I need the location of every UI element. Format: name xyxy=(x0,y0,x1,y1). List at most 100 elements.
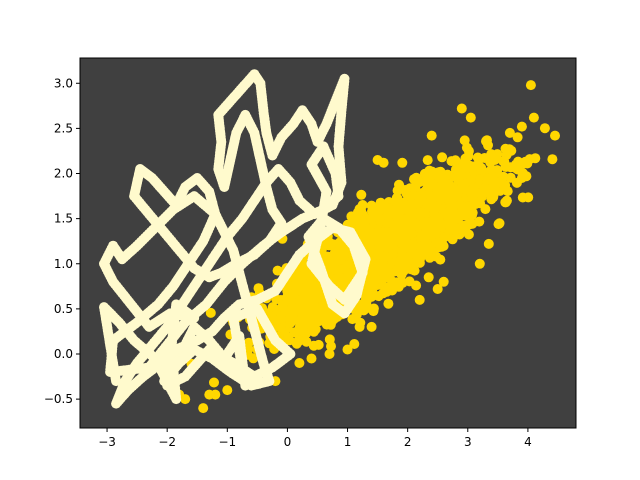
gold-point xyxy=(342,344,353,355)
gold-point xyxy=(547,154,558,165)
gold-point xyxy=(396,220,407,231)
gold-point xyxy=(456,103,467,114)
gold-point xyxy=(414,294,425,305)
gold-point xyxy=(401,188,412,199)
gold-point xyxy=(392,211,403,222)
gold-point xyxy=(438,276,449,287)
gold-point xyxy=(480,183,491,194)
y-axis: −0.5 0.0 0.5 1.0 1.5 2.0 2.5 3.0 xyxy=(44,76,80,406)
x-tick-label: 0 xyxy=(284,435,292,449)
gold-point xyxy=(287,308,298,319)
gold-point xyxy=(505,172,516,183)
gold-point xyxy=(406,244,417,255)
gold-point xyxy=(458,182,469,192)
y-tick-label: 1.0 xyxy=(54,257,73,271)
gold-point xyxy=(387,285,398,296)
gold-point xyxy=(416,188,427,199)
x-tick-label: 1 xyxy=(344,435,352,449)
gold-point xyxy=(474,258,485,269)
gold-point xyxy=(327,316,338,327)
gold-point xyxy=(222,385,233,396)
gold-point xyxy=(502,186,513,197)
gold-point xyxy=(198,403,209,414)
gold-point xyxy=(528,112,539,123)
gold-point xyxy=(364,276,375,287)
gold-point xyxy=(510,159,521,170)
gold-point xyxy=(356,206,367,216)
gold-point xyxy=(426,130,437,141)
gold-point xyxy=(516,121,527,132)
gold-point xyxy=(294,358,305,368)
gold-point xyxy=(289,327,300,338)
gold-point xyxy=(412,219,423,230)
gold-point xyxy=(398,198,409,209)
gold-point xyxy=(442,169,453,180)
gold-point xyxy=(297,312,308,322)
gold-point xyxy=(431,251,442,262)
gold-point xyxy=(487,173,498,184)
gold-point xyxy=(328,259,339,270)
x-tick-label: 3 xyxy=(464,435,472,449)
gold-point xyxy=(375,216,386,227)
y-tick-label: 0.0 xyxy=(54,347,73,361)
gold-point xyxy=(452,165,463,176)
lemon-scatter-series xyxy=(99,69,371,409)
gold-point xyxy=(284,335,295,346)
gold-point xyxy=(504,144,515,155)
gold-point xyxy=(324,334,335,345)
y-tick-label: 1.5 xyxy=(54,212,73,226)
gold-point xyxy=(309,283,320,294)
gold-point xyxy=(425,195,436,205)
gold-point xyxy=(391,192,402,203)
gold-point xyxy=(301,336,312,347)
gold-point xyxy=(367,286,378,297)
gold-point xyxy=(243,337,254,348)
gold-point xyxy=(445,203,456,214)
gold-point xyxy=(286,296,297,307)
y-tick-label: 0.5 xyxy=(54,302,73,316)
gold-point xyxy=(522,158,533,169)
x-tick-label: 4 xyxy=(524,435,532,449)
gold-point xyxy=(550,130,560,141)
gold-point xyxy=(463,151,474,162)
gold-point xyxy=(322,251,333,262)
gold-point xyxy=(432,170,443,181)
gold-point xyxy=(377,203,387,214)
gold-point xyxy=(336,264,347,274)
x-tick-label: 2 xyxy=(404,435,412,449)
gold-point xyxy=(392,228,403,239)
gold-point xyxy=(388,249,398,259)
gold-point xyxy=(282,286,293,297)
gold-point xyxy=(445,224,456,235)
y-tick-label: 3.0 xyxy=(54,76,73,90)
gold-point xyxy=(308,326,319,337)
plot-frame xyxy=(79,57,577,429)
gold-point xyxy=(448,186,458,197)
gold-point xyxy=(397,157,408,168)
gold-point xyxy=(465,112,476,123)
gold-point xyxy=(339,250,349,261)
gold-point xyxy=(349,339,360,349)
gold-point xyxy=(305,313,315,324)
gold-point xyxy=(383,298,394,309)
gold-point xyxy=(204,389,215,400)
gold-point xyxy=(432,284,443,294)
gold-point xyxy=(516,173,527,183)
gold-point xyxy=(449,214,460,225)
gold-point xyxy=(479,153,490,163)
gold-point xyxy=(459,135,470,146)
x-tick-label: −2 xyxy=(158,435,176,449)
gold-point xyxy=(366,321,377,332)
gold-point xyxy=(432,215,443,226)
y-tick-label: 2.0 xyxy=(54,167,73,181)
y-tick-label: 2.5 xyxy=(54,121,73,135)
gold-point xyxy=(391,203,402,214)
gold-point xyxy=(466,175,476,185)
lemon-point xyxy=(159,376,170,387)
gold-point xyxy=(306,353,317,364)
gold-point xyxy=(481,136,491,147)
gold-point xyxy=(288,279,299,290)
gold-point xyxy=(539,123,550,134)
gold-point xyxy=(422,155,433,166)
